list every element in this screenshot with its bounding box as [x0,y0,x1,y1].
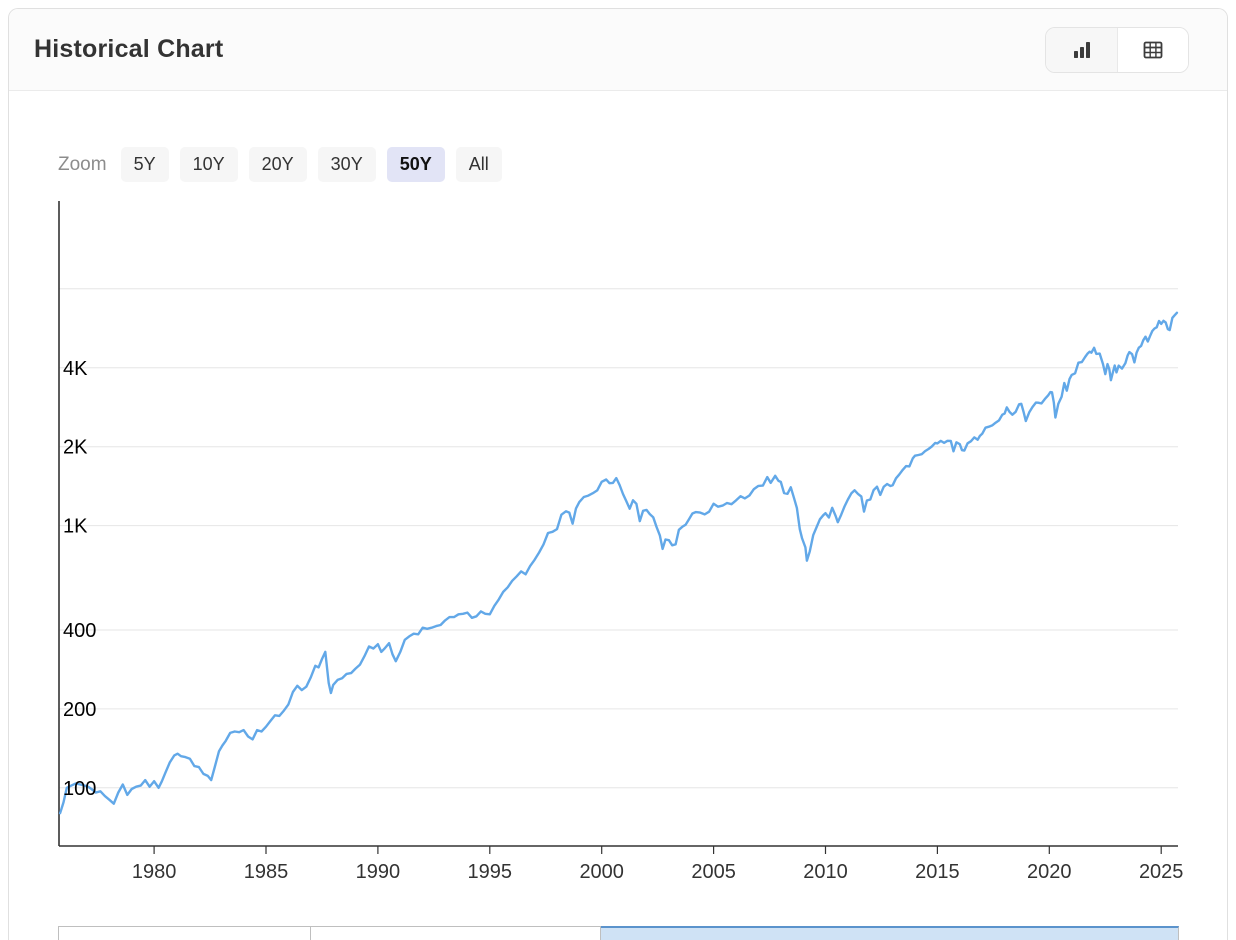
zoom-button-5y[interactable]: 5Y [120,147,169,182]
table-preview-strip [58,926,1179,940]
y-axis-label: 200 [63,699,96,721]
y-axis-label: 2K [63,437,88,459]
y-axis-label: 400 [63,620,96,642]
view-toggle [1045,26,1189,73]
price-line[interactable] [58,311,1179,815]
y-axis-label: 1K [63,516,88,538]
zoom-button-10y[interactable]: 10Y [179,147,238,182]
x-axis-label: 2025 [1139,861,1184,883]
table-view-button[interactable] [1117,27,1188,72]
zoom-button-all[interactable]: All [455,147,502,182]
zoom-button-20y[interactable]: 20Y [248,147,307,182]
x-axis-label: 1985 [244,861,289,883]
x-axis-label: 2005 [691,861,736,883]
x-axis-label: 2000 [579,861,624,883]
zoom-label: Zoom [58,153,107,175]
table-icon [1143,41,1163,58]
chart-view-button[interactable] [1046,27,1117,72]
historical-line-chart[interactable]: 1980 1985 1990 1995 2000 2005 2010 2015 2020 2025… [9,199,1228,911]
page-title: Historical Chart [34,35,224,63]
x-axis-label: 1990 [356,861,401,883]
x-axis-label: 1980 [132,861,177,883]
table-preview-cell [311,926,601,940]
x-axis-label: 2015 [915,861,960,883]
x-axis-label: 2010 [803,861,848,883]
table-preview-cell-highlighted[interactable] [601,926,1179,940]
y-axis-label: 4K [63,358,88,380]
card-header: Historical Chart [9,9,1227,91]
zoom-button-30y[interactable]: 30Y [317,147,376,182]
table-preview-cell [58,926,311,940]
x-axis-label: 1995 [468,861,513,883]
zoom-button-50y[interactable]: 50Y [386,147,445,182]
bar-chart-icon [1073,41,1090,58]
historical-chart-card: Historical Chart [8,8,1228,940]
y-axis-label: 100 [63,778,96,800]
x-axis-label: 2020 [1027,861,1072,883]
zoom-controls: Zoom 5Y 10Y 20Y 30Y 50Y All [58,147,502,182]
